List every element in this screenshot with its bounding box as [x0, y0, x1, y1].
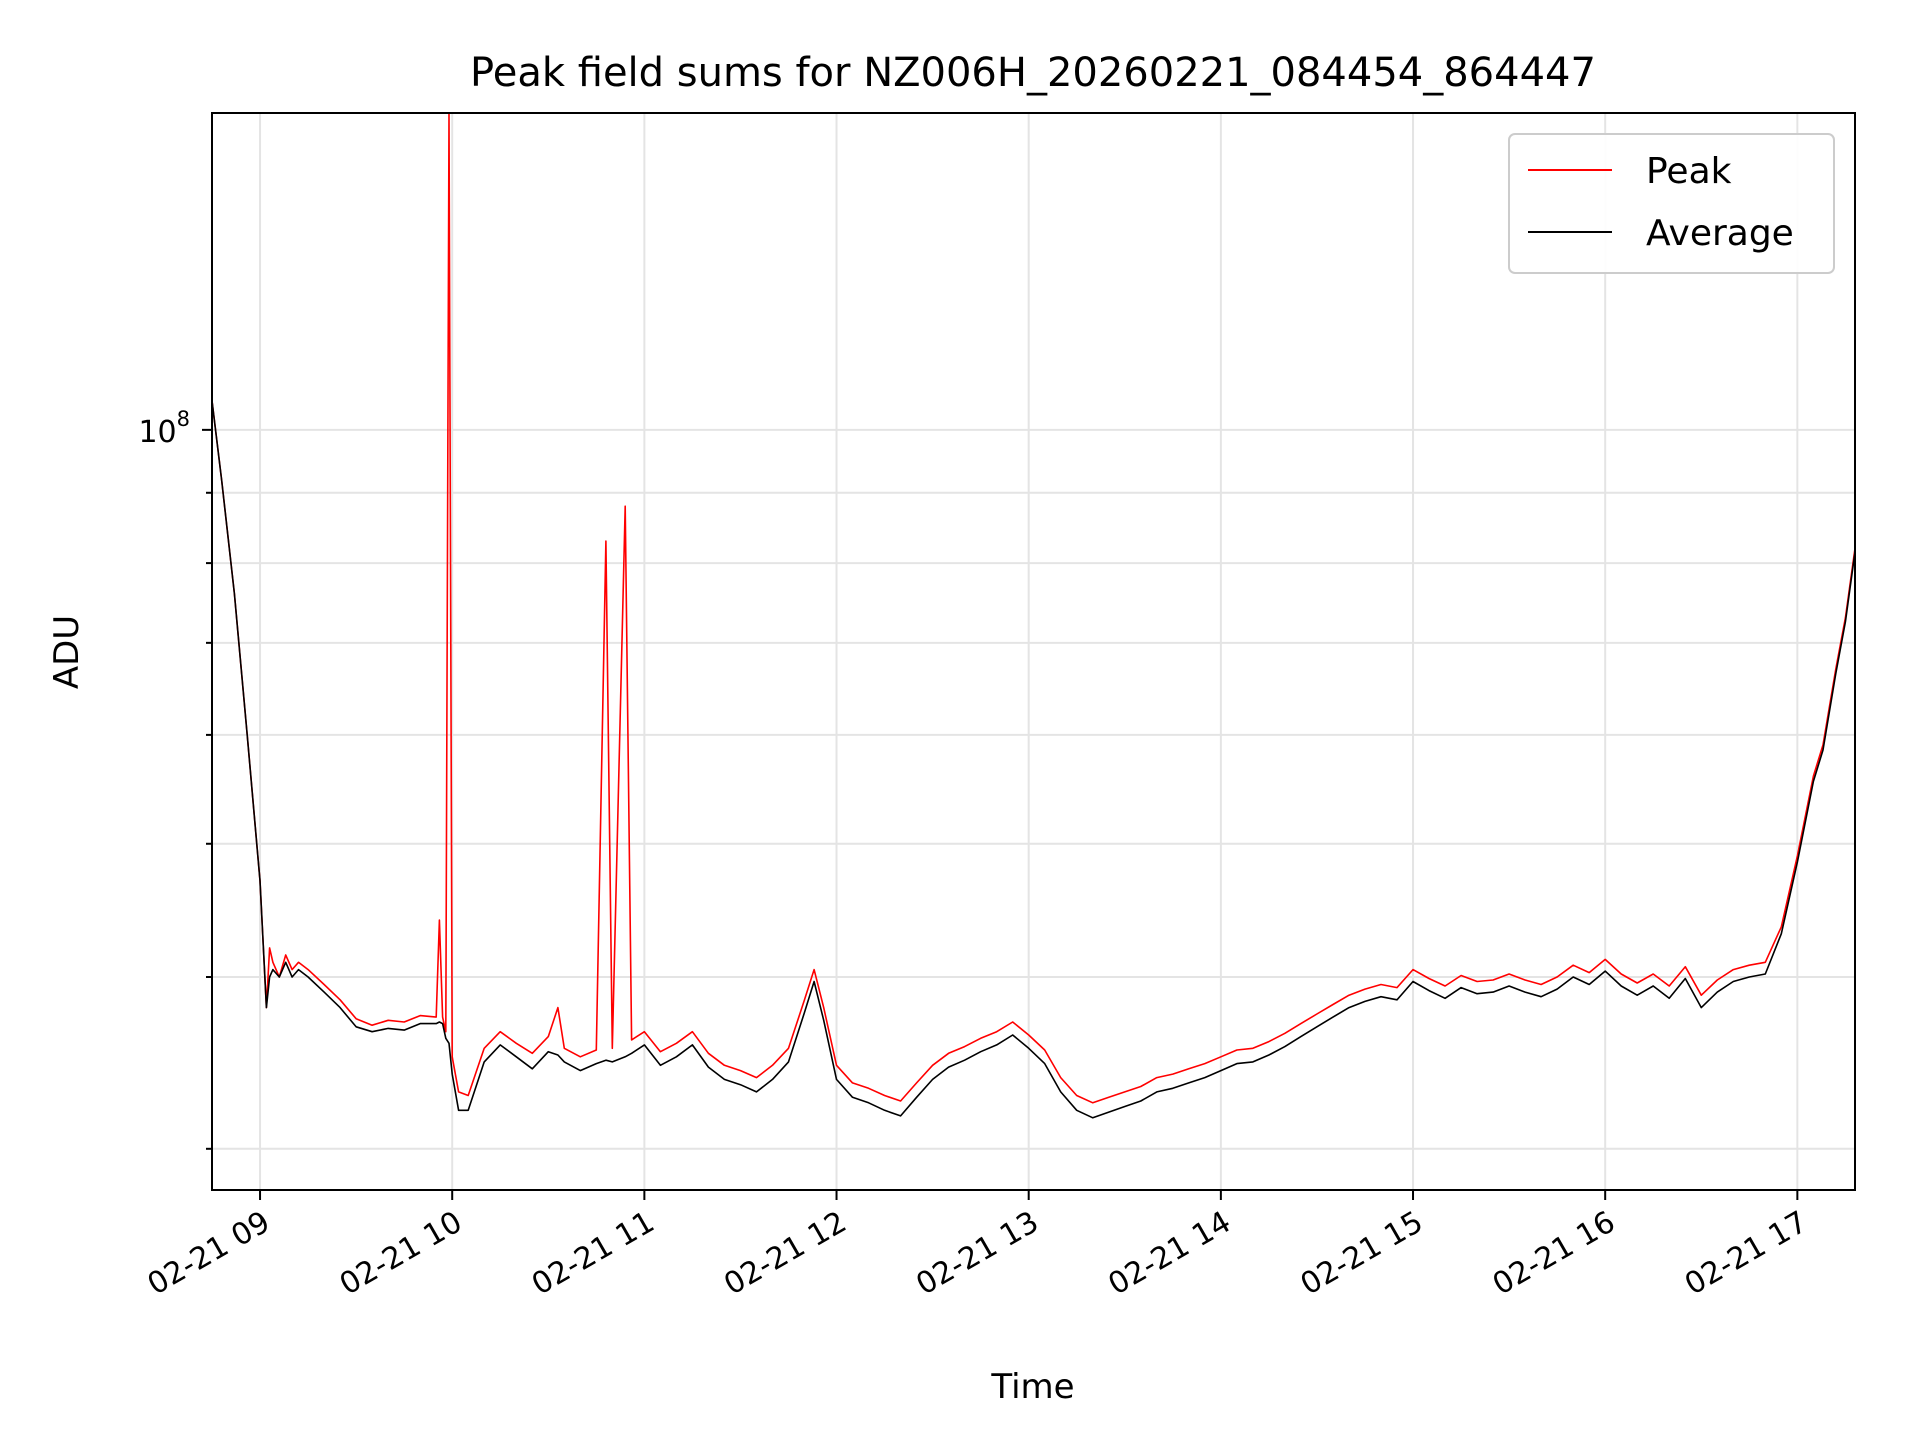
legend-label-average: Average — [1646, 213, 1794, 254]
legend-label-peak: Peak — [1646, 151, 1732, 192]
x-axis-label: Time — [990, 1367, 1074, 1407]
y-axis-label: ADU — [47, 615, 87, 689]
plot-frame — [211, 112, 1856, 1191]
legend: Peak Average — [1508, 133, 1835, 274]
grid-lines — [212, 113, 1855, 1190]
chart-title: Peak field sums for NZ006H_20260221_0844… — [470, 50, 1596, 96]
y-tick-label: 108 — [138, 407, 190, 450]
y-axis-ticks: 108 — [138, 407, 212, 1150]
y-tick-exponent: 8 — [177, 407, 190, 431]
series-lines — [212, 113, 1855, 1119]
series-line-average — [212, 400, 1855, 1119]
series-line-peak — [212, 113, 1855, 1104]
y-tick-base: 10 — [138, 415, 176, 450]
legend-box — [1508, 133, 1835, 274]
